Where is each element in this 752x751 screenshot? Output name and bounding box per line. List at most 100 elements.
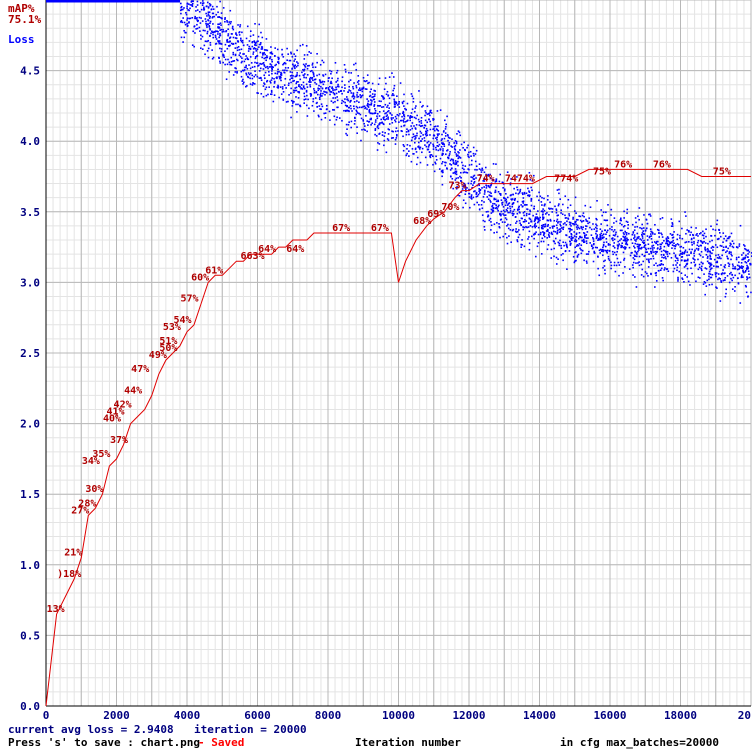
loss-point [194,32,196,34]
loss-point [744,257,746,260]
loss-point [585,260,588,263]
loss-point [745,291,748,294]
loss-point [650,235,653,237]
loss-point [404,107,406,110]
loss-point [715,275,717,278]
loss-point [302,86,305,89]
loss-point [537,226,540,229]
loss-point [615,220,618,223]
map-data-label: 69% [427,209,445,220]
loss-point [448,153,451,155]
loss-point [454,160,457,162]
loss-point [621,229,623,232]
loss-point [526,194,529,197]
loss-point [483,177,486,180]
loss-point [402,135,404,138]
loss-point [380,100,382,103]
loss-point [566,245,568,248]
loss-point [248,40,251,42]
loss-point [738,272,741,275]
loss-point [478,163,481,165]
loss-point [728,236,730,238]
loss-point [454,140,457,142]
loss-point [270,64,273,66]
loss-point [387,110,390,112]
loss-point [222,7,225,9]
loss-point [642,227,645,229]
loss-point [745,268,748,270]
loss-point [580,236,582,239]
loss-point [224,43,227,46]
loss-point [426,141,429,144]
loss-point [569,240,571,243]
loss-point [368,95,371,98]
loss-point [347,123,350,126]
loss-point [723,237,725,240]
loss-point [336,99,339,102]
loss-point [296,72,298,74]
loss-point [255,44,257,47]
loss-point [441,171,444,174]
loss-point [241,41,244,44]
loss-point [528,213,530,216]
loss-point [613,217,616,219]
loss-point [490,229,492,231]
loss-point [218,57,220,59]
loss-point [566,220,568,223]
loss-point [327,77,330,80]
loss-point [589,226,591,229]
loss-point [715,261,717,264]
loss-point [660,259,663,262]
loss-point [296,49,298,52]
loss-point [616,244,619,246]
loss-point [442,142,444,144]
loss-point [390,137,393,139]
loss-point [270,89,273,92]
loss-point [733,267,736,270]
map-data-label: 13% [47,604,65,615]
loss-point [436,136,438,139]
loss-point [731,279,733,282]
loss-point [482,180,485,182]
loss-point [370,88,372,91]
loss-point [344,101,346,104]
loss-point [414,127,417,129]
loss-point [298,74,301,77]
loss-point [659,248,661,251]
loss-point [382,117,385,119]
loss-point [242,44,245,47]
loss-point [681,237,684,240]
loss-point [432,143,434,146]
loss-point [686,276,689,278]
loss-point [705,235,707,238]
loss-point [636,243,638,246]
loss-point [291,105,294,107]
loss-point [671,225,674,227]
loss-point [568,236,571,239]
loss-point [235,32,237,34]
loss-point [294,58,296,61]
loss-point [248,47,250,50]
loss-point [409,116,411,118]
loss-point [196,4,199,6]
loss-point [546,225,549,227]
loss-point [541,204,543,206]
loss-point [448,154,450,157]
loss-point [690,251,692,253]
loss-point [453,148,456,150]
loss-point [461,167,464,170]
loss-point [295,103,297,106]
loss-point [578,227,581,230]
loss-point [622,251,625,254]
loss-point [621,245,623,247]
loss-point [623,210,625,213]
loss-point [419,146,422,149]
loss-point [260,46,263,48]
loss-point [476,201,478,204]
loss-point [478,184,481,187]
loss-point [249,35,252,38]
loss-point [446,134,449,136]
loss-point [483,229,486,231]
loss-point [478,168,481,170]
loss-point [184,23,187,26]
